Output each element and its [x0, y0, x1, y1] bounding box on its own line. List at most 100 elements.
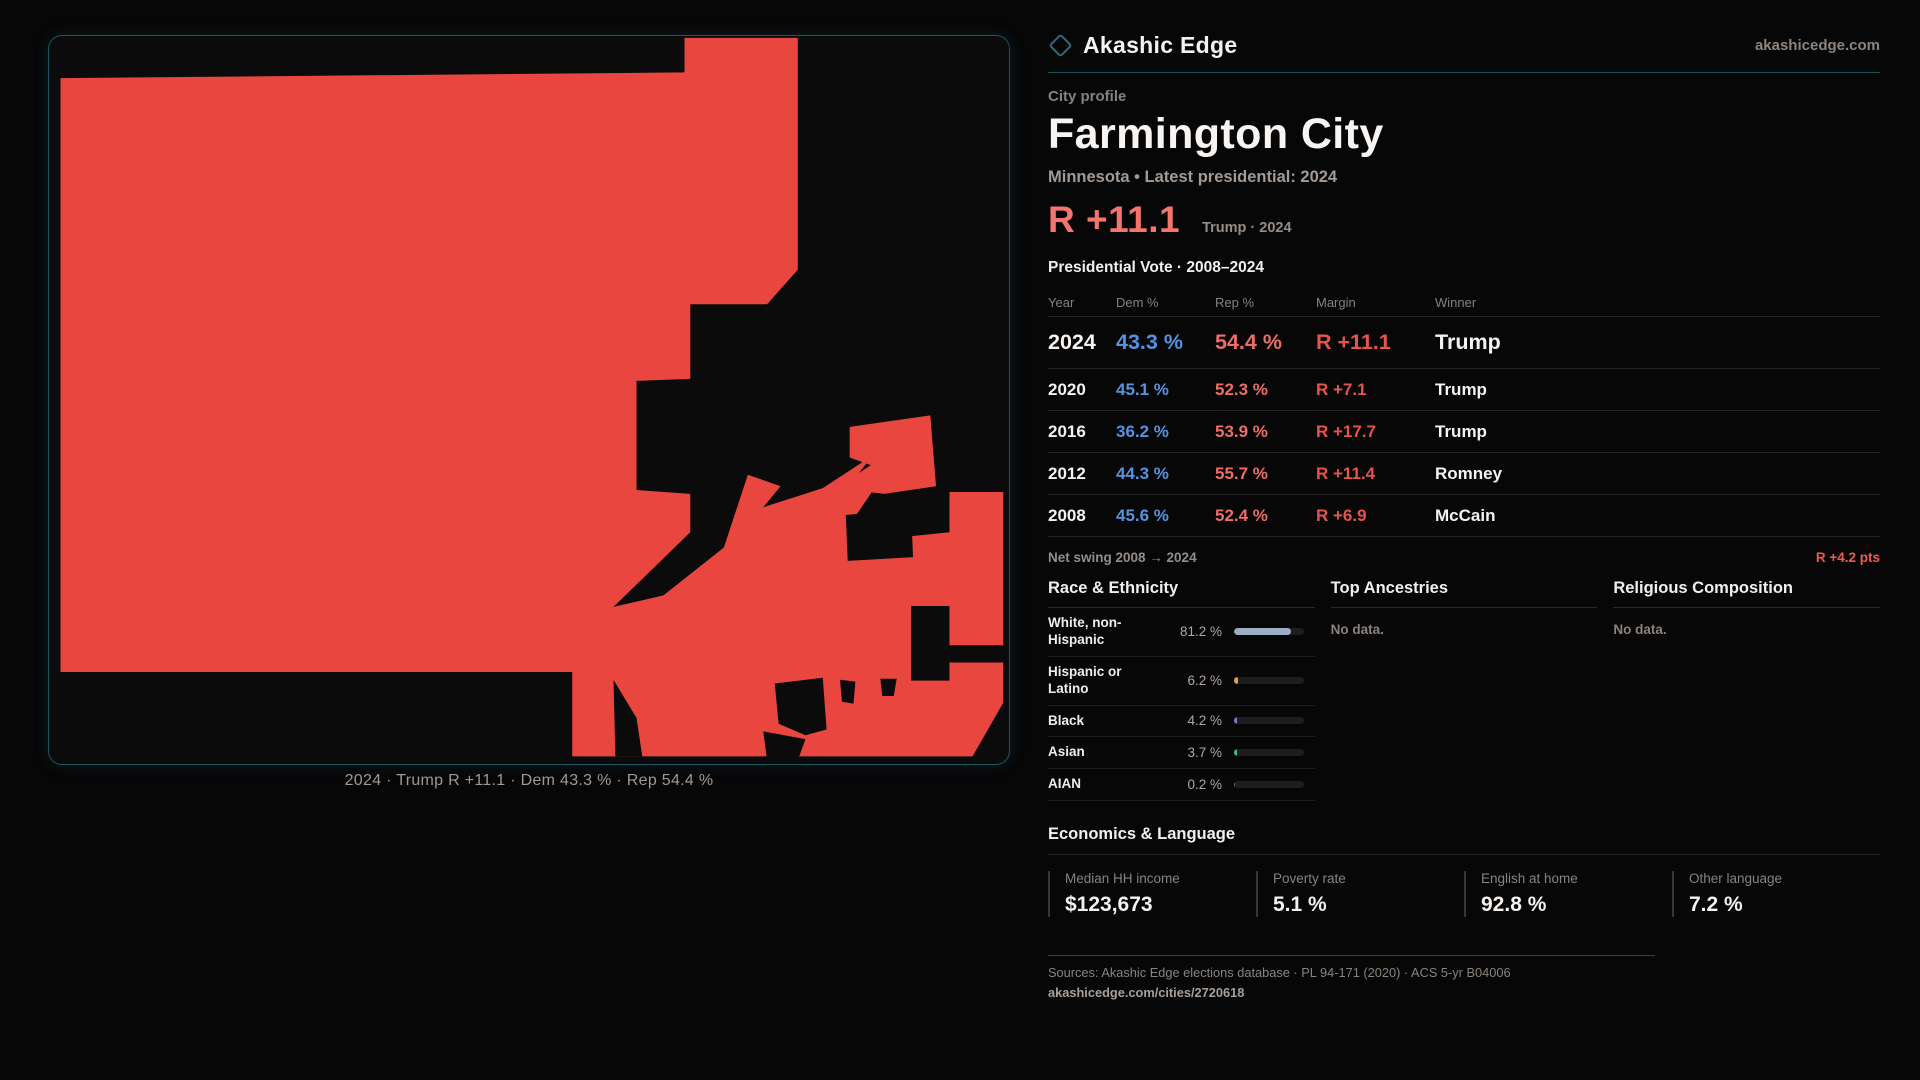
- vote-table-row: 2012 44.3 % 55.7 % R +11.4 Romney: [1048, 453, 1880, 495]
- stat-label: Other language: [1689, 871, 1783, 887]
- map-caption: 2024 · Trump R +11.1 · Dem 43.3 % · Rep …: [344, 772, 714, 789]
- vote-table-cell: 53.9 %: [1215, 421, 1268, 441]
- vote-table-cell: 45.6 %: [1116, 505, 1169, 525]
- map-notch: [763, 731, 806, 761]
- economics-stat-box: Poverty rate 5.1 %: [1256, 871, 1464, 918]
- race-label: White, non-Hispanic: [1048, 615, 1122, 647]
- net-swing-label: Net swing 2008 → 2024: [1048, 549, 1197, 565]
- vote-table-cell: R +11.1: [1316, 330, 1391, 354]
- stat-label: Median HH income: [1065, 871, 1180, 887]
- vote-table-row: 2024 43.3 % 54.4 % R +11.1 Trump: [1048, 317, 1880, 369]
- header-divider: [1048, 72, 1880, 73]
- ancestries-column: Top Ancestries No data.: [1330, 579, 1598, 801]
- vote-table-cell: McCain: [1435, 505, 1496, 525]
- vote-table-column-header: Margin: [1316, 295, 1356, 310]
- stat-label: English at home: [1481, 871, 1578, 887]
- race-bar: [1234, 749, 1304, 757]
- race-row: White, non-Hispanic 81.2 %: [1048, 608, 1315, 657]
- religion-title: Religious Composition: [1613, 579, 1881, 608]
- vote-table-column-header: Winner: [1435, 295, 1477, 310]
- page-subtitle: Minnesota • Latest presidential: 2024: [1048, 168, 1338, 186]
- stat-value: $123,673: [1065, 893, 1153, 917]
- race-column: Race & Ethnicity White, non-Hispanic 81.2…: [1048, 579, 1315, 802]
- brand-diamond-icon: [1048, 32, 1073, 58]
- economics-title: Economics & Language: [1048, 825, 1236, 844]
- economics-divider: [1048, 854, 1880, 856]
- stat-label: Poverty rate: [1273, 871, 1346, 887]
- map-notch: [911, 605, 1009, 681]
- vote-table-cell: R +6.9: [1316, 505, 1367, 525]
- race-row: Asian 3.7 %: [1048, 737, 1315, 770]
- race-value: 4.2 %: [1187, 713, 1222, 729]
- map-notch: [774, 677, 827, 736]
- vote-table-cell: R +11.4: [1316, 463, 1376, 483]
- brand-name: Akashic Edge: [1083, 31, 1238, 58]
- vote-table-title: Presidential Vote · 2008–2024: [1048, 259, 1264, 276]
- vote-table-cell: 43.3 %: [1116, 330, 1183, 354]
- headline-stat: R +11.1 Trump · 2024: [1048, 199, 1880, 241]
- vote-table-column-header: Rep %: [1215, 295, 1255, 310]
- vote-table-row: 2008 45.6 % 52.4 % R +6.9 McCain: [1048, 495, 1880, 537]
- kicker: City profile: [1048, 88, 1127, 105]
- ancestries-empty: No data.: [1330, 622, 1384, 637]
- map-notch: [840, 679, 856, 704]
- demographics-section: Race & Ethnicity White, non-Hispanic 81.2…: [1048, 579, 1881, 802]
- vote-table-cell: 54.4 %: [1215, 330, 1282, 354]
- brand-domain-link[interactable]: akashicedge.com: [1754, 36, 1880, 54]
- vote-table-cell: 45.1 %: [1116, 379, 1169, 399]
- ancestries-title: Top Ancestries: [1330, 579, 1598, 608]
- race-label: Asian: [1048, 744, 1085, 760]
- vote-table-cell: Trump: [1435, 379, 1487, 399]
- religion-column: Religious Composition No data.: [1613, 579, 1881, 801]
- vote-table-row: 2016 36.2 % 53.9 % R +17.7 Trump: [1048, 411, 1880, 453]
- headline-context: Trump · 2024: [1202, 220, 1292, 236]
- race-row: AIAN 0.2 %: [1048, 769, 1315, 802]
- economics-stat-box: Other language 7.2 %: [1672, 871, 1880, 918]
- city-shape-fragment: [836, 415, 937, 494]
- vote-table-column-header: Year: [1048, 295, 1075, 310]
- vote-table-cell: 2008: [1048, 505, 1086, 525]
- race-label: Hispanic or Latino: [1048, 663, 1122, 696]
- footer-permalink-link[interactable]: akashicedge.com/cities/2720618: [1048, 985, 1245, 1001]
- race-bar: [1234, 781, 1304, 789]
- net-swing-row: Net swing 2008 → 2024 R +4.2 pts: [1048, 537, 1880, 577]
- stat-value: 5.1 %: [1273, 893, 1327, 917]
- race-bar: [1234, 628, 1304, 636]
- race-value: 6.2 %: [1187, 673, 1222, 689]
- race-value: 3.7 %: [1187, 745, 1222, 761]
- city-shape-main: [60, 37, 1004, 757]
- vote-table-cell: 2020: [1048, 379, 1086, 399]
- net-swing-value: R +4.2 pts: [1815, 549, 1880, 565]
- race-value: 81.2 %: [1179, 624, 1222, 640]
- economics-stat-box: Median HH income $123,673: [1048, 871, 1256, 918]
- profile-panel: Akashic Edge akashicedge.com City profil…: [1048, 28, 1881, 1001]
- map-notch: [880, 678, 897, 696]
- city-boundary-map: [60, 37, 1009, 761]
- economics-stat-box: English at home 92.8 %: [1464, 871, 1672, 918]
- vote-table-cell: 52.4 %: [1215, 505, 1268, 525]
- race-row: Black 4.2 %: [1048, 706, 1315, 738]
- vote-table-cell: 36.2 %: [1116, 421, 1169, 441]
- race-title: Race & Ethnicity: [1048, 579, 1315, 608]
- vote-table-cell: 2024: [1048, 330, 1096, 354]
- race-value: 0.2 %: [1187, 777, 1222, 793]
- vote-table-cell: 44.3 %: [1116, 463, 1169, 483]
- headline-margin: R +11.1: [1048, 199, 1181, 240]
- stat-value: 92.8 %: [1481, 893, 1547, 917]
- economics-stats: Median HH income $123,673 Poverty rate 5.1 …: [1048, 871, 1880, 918]
- vote-table: Year Dem % Rep % Margin Winner 2024 43.3 % 54.…: [1048, 289, 1880, 537]
- page-title: Farmington City: [1048, 110, 1384, 158]
- vote-table-cell: 2016: [1048, 421, 1086, 441]
- vote-table-header: Year Dem % Rep % Margin Winner: [1048, 289, 1880, 317]
- race-row: Hispanic or Latino 6.2 %: [1048, 657, 1315, 706]
- vote-table-column-header: Dem %: [1116, 295, 1159, 310]
- race-rows: White, non-Hispanic 81.2 % Hispanic or Lat…: [1048, 608, 1315, 802]
- race-bar: [1234, 717, 1304, 725]
- religion-empty: No data.: [1613, 622, 1667, 637]
- vote-table-cell: Romney: [1435, 463, 1503, 483]
- vote-table-cell: 52.3 %: [1215, 379, 1268, 399]
- city-map-panel: [48, 35, 1010, 765]
- vote-table-cell: R +7.1: [1316, 379, 1367, 399]
- race-label: AIAN: [1048, 776, 1081, 792]
- map-notch: [613, 679, 643, 757]
